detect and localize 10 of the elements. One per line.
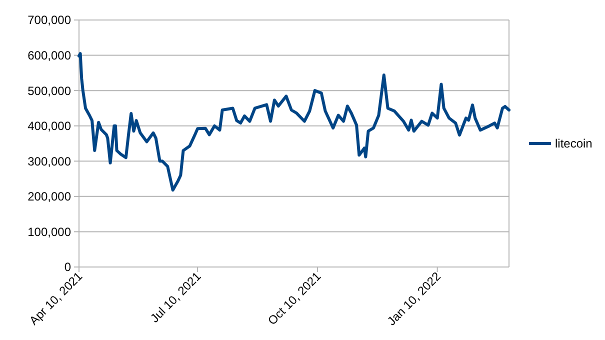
y-tick-label: 200,000: [28, 190, 72, 204]
line-series: [78, 52, 510, 192]
y-tick-label: 600,000: [28, 48, 72, 62]
y-tick-label: 100,000: [28, 224, 72, 239]
legend-label: litecoin: [555, 136, 592, 151]
y-tick-label: 300,000: [28, 154, 72, 168]
y-tick-label: 500,000: [28, 84, 72, 98]
y-tick-label: 700,000: [28, 13, 72, 28]
y-tick-label: 400,000: [28, 119, 72, 134]
y-tick-label: 0: [64, 260, 72, 274]
